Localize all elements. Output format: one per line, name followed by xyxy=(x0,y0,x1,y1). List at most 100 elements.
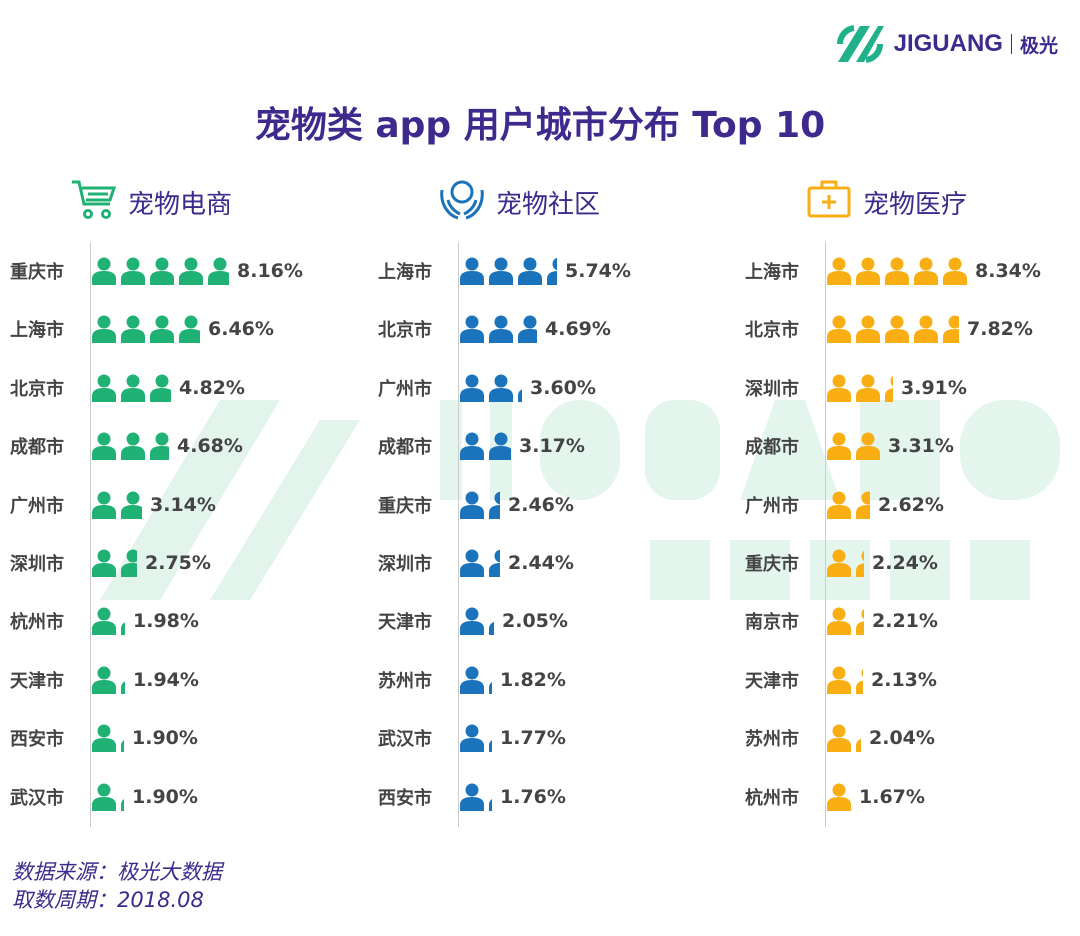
person-icon xyxy=(885,257,909,285)
person-icon xyxy=(121,315,145,344)
person-icon xyxy=(856,666,863,694)
person-icon xyxy=(92,432,116,461)
pictogram-bar xyxy=(460,666,492,694)
pictogram-bar xyxy=(92,315,200,344)
city-label: 杭州市 xyxy=(10,612,64,634)
person-icon xyxy=(489,549,500,577)
value-label: 7.82% xyxy=(967,318,1033,341)
table-row: 武汉市 1.77% xyxy=(378,723,566,753)
panel-1: 宠物电商 重庆市 8.16% 上海市 6.46% 北京市 4.82% 成都市 4… xyxy=(10,170,370,830)
pictogram-bar xyxy=(460,724,492,753)
value-label: 8.16% xyxy=(237,260,303,282)
table-row: 天津市 2.13% xyxy=(745,665,937,695)
value-label: 8.34% xyxy=(975,260,1041,282)
person-icon xyxy=(92,374,116,402)
pictogram-bar xyxy=(92,607,125,636)
pictogram-bar xyxy=(827,432,880,461)
pictogram-bar xyxy=(92,549,137,577)
city-label: 广州市 xyxy=(378,378,432,400)
person-icon xyxy=(856,257,880,285)
table-row: 苏州市 1.82% xyxy=(378,665,566,695)
person-icon xyxy=(179,315,200,344)
person-icon xyxy=(827,257,851,285)
city-label: 北京市 xyxy=(745,320,799,342)
table-row: 成都市 4.68% xyxy=(10,431,243,461)
person-icon xyxy=(489,432,511,461)
person-icon xyxy=(914,315,938,344)
person-icon xyxy=(460,315,484,344)
person-icon xyxy=(92,315,116,344)
panel-header: 宠物社区 xyxy=(438,178,600,227)
pictogram-bar xyxy=(92,783,124,811)
person-icon xyxy=(92,257,116,285)
medical-kit-icon xyxy=(805,178,853,227)
pictogram-bar xyxy=(460,374,522,402)
table-row: 重庆市 2.46% xyxy=(378,490,574,520)
pictogram-bar xyxy=(460,257,557,285)
table-row: 南京市 2.21% xyxy=(745,606,938,636)
pictogram-bar xyxy=(92,724,124,753)
city-label: 上海市 xyxy=(10,320,64,342)
person-icon xyxy=(121,607,125,636)
panel-header: 宠物电商 xyxy=(70,178,232,227)
person-icon xyxy=(460,491,484,519)
person-icon xyxy=(827,315,851,344)
city-label: 北京市 xyxy=(10,378,64,400)
pictogram-bar xyxy=(460,783,492,811)
city-label: 广州市 xyxy=(10,495,64,517)
person-icon xyxy=(827,374,851,402)
person-icon xyxy=(179,257,203,285)
value-label: 1.98% xyxy=(133,610,199,633)
person-icon xyxy=(121,724,124,753)
person-icon xyxy=(460,607,484,636)
value-label: 4.69% xyxy=(545,318,611,341)
table-row: 北京市 4.82% xyxy=(10,373,245,403)
pictogram-bar xyxy=(827,607,864,636)
divider xyxy=(90,242,91,827)
person-icon xyxy=(150,374,171,402)
city-label: 上海市 xyxy=(378,262,432,283)
chart-title: 宠物类 app 用户城市分布 Top 10 xyxy=(254,105,826,146)
person-icon xyxy=(489,374,513,402)
table-row: 杭州市 1.67% xyxy=(745,782,925,812)
person-icon xyxy=(208,257,229,285)
person-icon xyxy=(827,783,851,811)
person-icon xyxy=(92,724,116,753)
data-period: 取数周期：2018.08 xyxy=(12,888,204,912)
pictogram-bar xyxy=(460,607,494,636)
panel-header: 宠物医疗 xyxy=(805,178,967,227)
person-icon xyxy=(827,549,851,577)
city-label: 南京市 xyxy=(745,612,799,634)
value-label: 3.31% xyxy=(888,435,954,458)
person-icon xyxy=(121,257,145,285)
table-row: 上海市 6.46% xyxy=(10,314,274,344)
table-row: 重庆市 2.24% xyxy=(745,548,938,578)
panel-title: 宠物社区 xyxy=(496,190,601,220)
person-icon xyxy=(121,491,142,519)
city-label: 武汉市 xyxy=(378,729,432,751)
value-label: 1.90% xyxy=(132,785,198,808)
person-icon xyxy=(827,724,851,753)
person-icon xyxy=(943,315,959,344)
value-label: 1.67% xyxy=(859,785,925,808)
person-icon xyxy=(489,783,492,811)
table-row: 重庆市 8.16% xyxy=(10,256,303,286)
person-icon xyxy=(489,257,513,285)
person-icon xyxy=(92,783,116,811)
person-icon xyxy=(827,666,851,694)
table-row: 广州市 3.60% xyxy=(378,373,596,403)
city-label: 苏州市 xyxy=(745,729,799,751)
city-label: 上海市 xyxy=(745,262,799,283)
person-icon xyxy=(856,607,864,636)
table-row: 西安市 1.76% xyxy=(378,782,566,812)
city-label: 天津市 xyxy=(10,670,64,692)
city-label: 天津市 xyxy=(378,612,432,634)
value-label: 3.91% xyxy=(901,376,967,399)
value-label: 2.44% xyxy=(508,552,574,574)
pictogram-bar xyxy=(460,315,537,344)
person-icon xyxy=(92,607,116,636)
person-icon xyxy=(518,315,537,344)
table-row: 上海市 8.34% xyxy=(745,256,1041,286)
person-icon xyxy=(547,257,557,285)
